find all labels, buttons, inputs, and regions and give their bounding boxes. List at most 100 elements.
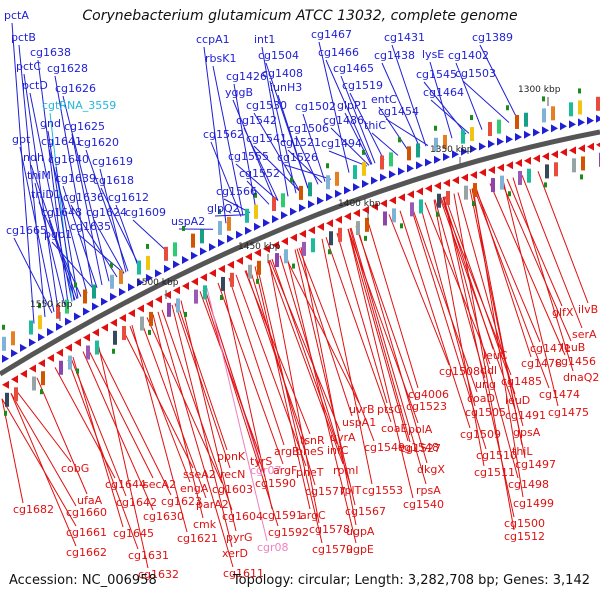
forward-gene-arrow <box>596 115 600 123</box>
gene-label-forward: cg1638 <box>30 46 71 59</box>
reverse-gene-arrow <box>488 166 495 174</box>
gc-marker <box>398 137 401 142</box>
gene-label-reverse: dnaQ2 <box>563 371 599 384</box>
reverse-gene-arrow <box>2 381 9 389</box>
feature-color-block <box>470 127 474 141</box>
gene-label-reverse: coaD <box>467 392 495 405</box>
feature-color-block <box>596 97 600 111</box>
feature-color-block <box>200 229 204 243</box>
gene-label-forward: cg1506 <box>288 122 329 135</box>
reverse-gene-arrow <box>47 354 54 362</box>
leader-line-reverse <box>434 200 484 466</box>
forward-gene-arrow <box>551 124 558 132</box>
reverse-gene-arrow <box>200 273 207 281</box>
gene-label-reverse: cg1642 <box>116 496 157 509</box>
leader-line-reverse <box>229 278 284 445</box>
gene-label-reverse: glfX <box>552 306 574 319</box>
gene-label-reverse: cg1474 <box>539 388 580 401</box>
forward-gene-arrow <box>371 177 378 185</box>
feature-color-block <box>194 290 198 304</box>
feature-color-block <box>335 172 339 186</box>
gene-label-reverse: cg1578 <box>309 523 350 536</box>
gene-label-reverse: ugpA <box>346 525 375 538</box>
reverse-gene-arrow <box>101 324 108 332</box>
reverse-gene-arrow <box>299 230 306 238</box>
feature-color-block <box>173 242 177 256</box>
gene-label-forward: cg1426 <box>226 70 267 83</box>
forward-gene-arrow <box>281 211 288 219</box>
feature-color-block <box>257 261 261 275</box>
reverse-gene-arrow <box>74 339 81 347</box>
feature-color-block <box>392 208 396 222</box>
gene-label-reverse: uvrB <box>349 403 375 416</box>
forward-gene-arrow <box>83 308 90 316</box>
gene-label-forward: cg1619 <box>92 155 133 168</box>
gene-label-reverse: cg1682 <box>13 503 54 516</box>
gc-marker <box>362 150 365 155</box>
feature-color-block <box>203 285 207 299</box>
forward-gene-arrow <box>524 131 531 139</box>
feature-color-block <box>383 211 387 225</box>
gene-label-reverse: leuC <box>483 349 508 362</box>
feature-color-block <box>227 217 231 231</box>
reverse-gene-arrow <box>227 261 234 269</box>
feature-color-block <box>14 387 18 401</box>
genome-summary-text: Topology: circular; Length: 3,282,708 bp… <box>233 573 590 588</box>
gene-label-forward: cg1641 <box>41 135 82 148</box>
gene-label-forward: cg1502 <box>295 100 336 113</box>
leader-line-reverse <box>236 275 306 466</box>
feature-color-block <box>518 171 522 185</box>
gene-label-reverse: ddl <box>480 364 497 377</box>
feature-color-block <box>407 146 411 160</box>
gene-label-forward: cg1639 <box>55 172 96 185</box>
gc-marker <box>400 223 403 228</box>
gene-label-forward: rbsK1 <box>205 52 236 65</box>
feature-color-block <box>569 102 573 116</box>
gene-label-forward: cg1464 <box>423 86 464 99</box>
gene-label-reverse: argF <box>273 464 297 477</box>
scale-tick-label: 1500 kbp <box>136 278 179 288</box>
reverse-gene-arrow <box>317 223 324 231</box>
forward-gene-arrow <box>92 303 99 311</box>
gc-marker <box>4 411 7 416</box>
leader-line-reverse <box>476 187 531 357</box>
gene-label-reverse: cg1485 <box>501 375 542 388</box>
gene-label-reverse: dkgX <box>417 463 445 476</box>
feature-color-block <box>326 175 330 189</box>
feature-color-block <box>92 285 96 299</box>
feature-color-block <box>581 156 585 170</box>
forward-gene-arrow <box>542 126 549 134</box>
gene-label-reverse: leuB <box>561 341 585 354</box>
gene-label-forward: cg1555 <box>228 150 269 163</box>
gene-label-reverse: cg1527 <box>400 442 441 455</box>
forward-gene-arrow <box>362 180 369 188</box>
gene-label-reverse: cgr08 <box>257 541 289 554</box>
gene-label-reverse: recN <box>220 468 245 481</box>
accession-text: Accession: NC_006958 <box>9 573 157 588</box>
gc-marker <box>326 163 329 168</box>
gene-label-reverse: ptsG <box>377 403 403 416</box>
forward-gene-arrow <box>272 215 279 223</box>
gene-label-reverse: pyrG <box>226 531 253 544</box>
leader-line-reverse <box>37 378 87 494</box>
gene-label-forward: cg1626 <box>55 82 96 95</box>
forward-gene-arrow <box>317 197 324 205</box>
feature-color-block <box>419 199 423 213</box>
feature-color-block <box>254 205 258 219</box>
gc-marker <box>146 244 149 249</box>
gene-label-reverse: pheS <box>296 445 324 458</box>
feature-color-block <box>59 361 63 375</box>
forward-gene-arrow <box>326 193 333 201</box>
gene-label-forward: cg1562 <box>203 128 244 141</box>
gene-label-forward: thiM <box>27 169 51 182</box>
gene-label-forward: uspA2 <box>171 215 205 228</box>
reverse-gene-arrow <box>515 159 522 167</box>
gene-label-reverse: cg1603 <box>212 483 253 496</box>
gc-marker <box>544 182 547 187</box>
forward-gene-arrow <box>110 293 117 301</box>
gene-label-reverse: cg1645 <box>113 527 154 540</box>
forward-gene-arrow <box>353 183 360 191</box>
feature-color-block <box>164 247 168 261</box>
feature-color-block <box>167 303 171 317</box>
gene-label-reverse: cg1491 <box>505 409 546 422</box>
